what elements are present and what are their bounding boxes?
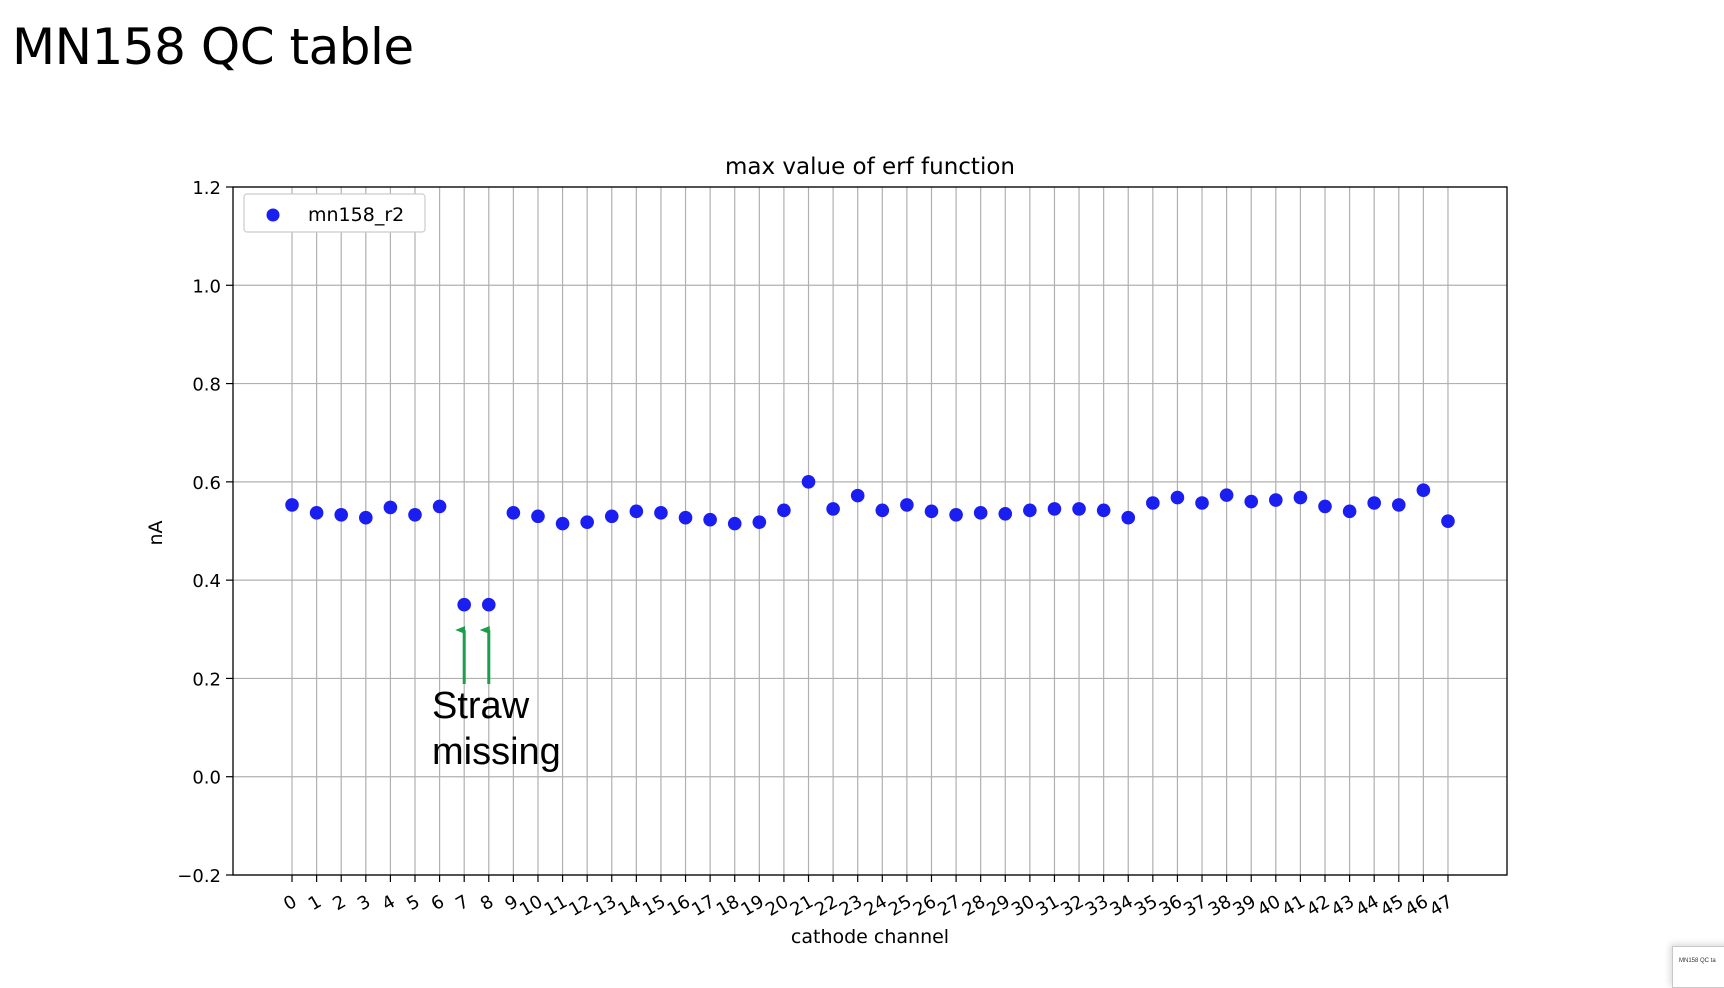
x-axis: 0 1 2 3 4 5 6 7 8 9101112131415161718192021222324… (280, 875, 1456, 921)
data-point (998, 507, 1013, 521)
data-point (1244, 494, 1259, 509)
data-point (1391, 498, 1406, 512)
y-axis-label: nA (145, 520, 167, 545)
data-point (309, 506, 324, 520)
annotation-text-line1: Straw (432, 685, 530, 727)
y-tick-label: 0.2 (192, 669, 221, 690)
data-point (1096, 503, 1111, 518)
data-point (285, 498, 299, 512)
legend-marker (266, 208, 280, 222)
data-point (850, 488, 865, 503)
y-tick-label: 1.0 (192, 276, 221, 297)
data-points (285, 475, 1455, 612)
data-point (1023, 503, 1037, 518)
data-point (973, 506, 988, 520)
x-tick-label: 1 (305, 891, 325, 915)
data-point (555, 516, 570, 531)
y-tick-label: 1.2 (192, 178, 221, 199)
plot-area (232, 186, 1508, 876)
legend: mn158_r2 (243, 193, 426, 233)
x-tick-label: 8 (477, 891, 497, 915)
data-point (1146, 496, 1160, 510)
x-tick-label: 5 (403, 891, 423, 915)
grid-lines (233, 186, 1507, 876)
slide-title: MN158 QC table (12, 18, 414, 76)
x-tick-label: 6 (428, 891, 448, 915)
x-axis-label: cathode channel (791, 926, 949, 948)
chart-title: max value of erf function (725, 154, 1015, 180)
x-tick-label: 7 (452, 891, 472, 915)
data-point (826, 502, 840, 516)
data-point (900, 498, 914, 512)
x-tick-label: 0 (280, 891, 300, 915)
data-point (1195, 496, 1209, 510)
data-point (1121, 510, 1136, 525)
data-point (1441, 514, 1455, 528)
data-point (359, 510, 373, 525)
data-point (752, 515, 767, 529)
data-point (703, 512, 717, 527)
data-point (1318, 499, 1332, 514)
x-tick-label: 2 (329, 891, 349, 915)
data-point (383, 500, 398, 515)
data-point (875, 503, 890, 518)
legend-box (243, 193, 426, 233)
y-tick-label: 0.4 (192, 571, 221, 592)
straw-missing-annotation: Straw missing (432, 626, 561, 773)
data-point (1342, 504, 1357, 519)
data-point (1293, 490, 1308, 505)
data-point (481, 597, 496, 612)
data-point (629, 504, 644, 519)
data-point (654, 506, 668, 520)
data-point (801, 475, 816, 489)
y-tick-label: 0.0 (192, 768, 221, 789)
data-point (1072, 502, 1086, 516)
data-point (334, 507, 349, 522)
thumbnail-label: MN158 QC ta (1679, 958, 1716, 964)
data-point (457, 597, 471, 612)
data-point (777, 503, 791, 518)
data-point (432, 499, 447, 514)
annotation-text-line2: missing (432, 731, 561, 773)
data-point (678, 510, 693, 525)
data-point (1269, 493, 1283, 507)
slide-thumbnail[interactable]: MN158 QC ta (1672, 946, 1724, 988)
legend-label: mn158_r2 (308, 204, 404, 226)
data-point (1367, 496, 1381, 510)
data-point (1219, 488, 1234, 502)
y-tick-label: 0.6 (192, 473, 221, 494)
data-point (531, 509, 545, 524)
data-point (580, 515, 594, 529)
data-point (727, 516, 742, 531)
data-point (1047, 502, 1062, 516)
x-tick-label: 4 (378, 891, 398, 915)
y-axis: −0.2 0.0 0.2 0.4 0.6 0.8 1.0 1.2 (177, 178, 233, 887)
data-point (604, 509, 619, 524)
data-point (1170, 490, 1185, 505)
data-point (1416, 483, 1431, 498)
data-point (506, 506, 521, 520)
y-tick-label: 0.8 (192, 375, 221, 396)
x-tick-label: 47 (1426, 891, 1456, 921)
data-point (408, 507, 422, 522)
data-point (924, 504, 939, 519)
data-point (949, 507, 963, 522)
y-tick-label: −0.2 (177, 866, 221, 887)
x-tick-label: 3 (354, 891, 374, 915)
